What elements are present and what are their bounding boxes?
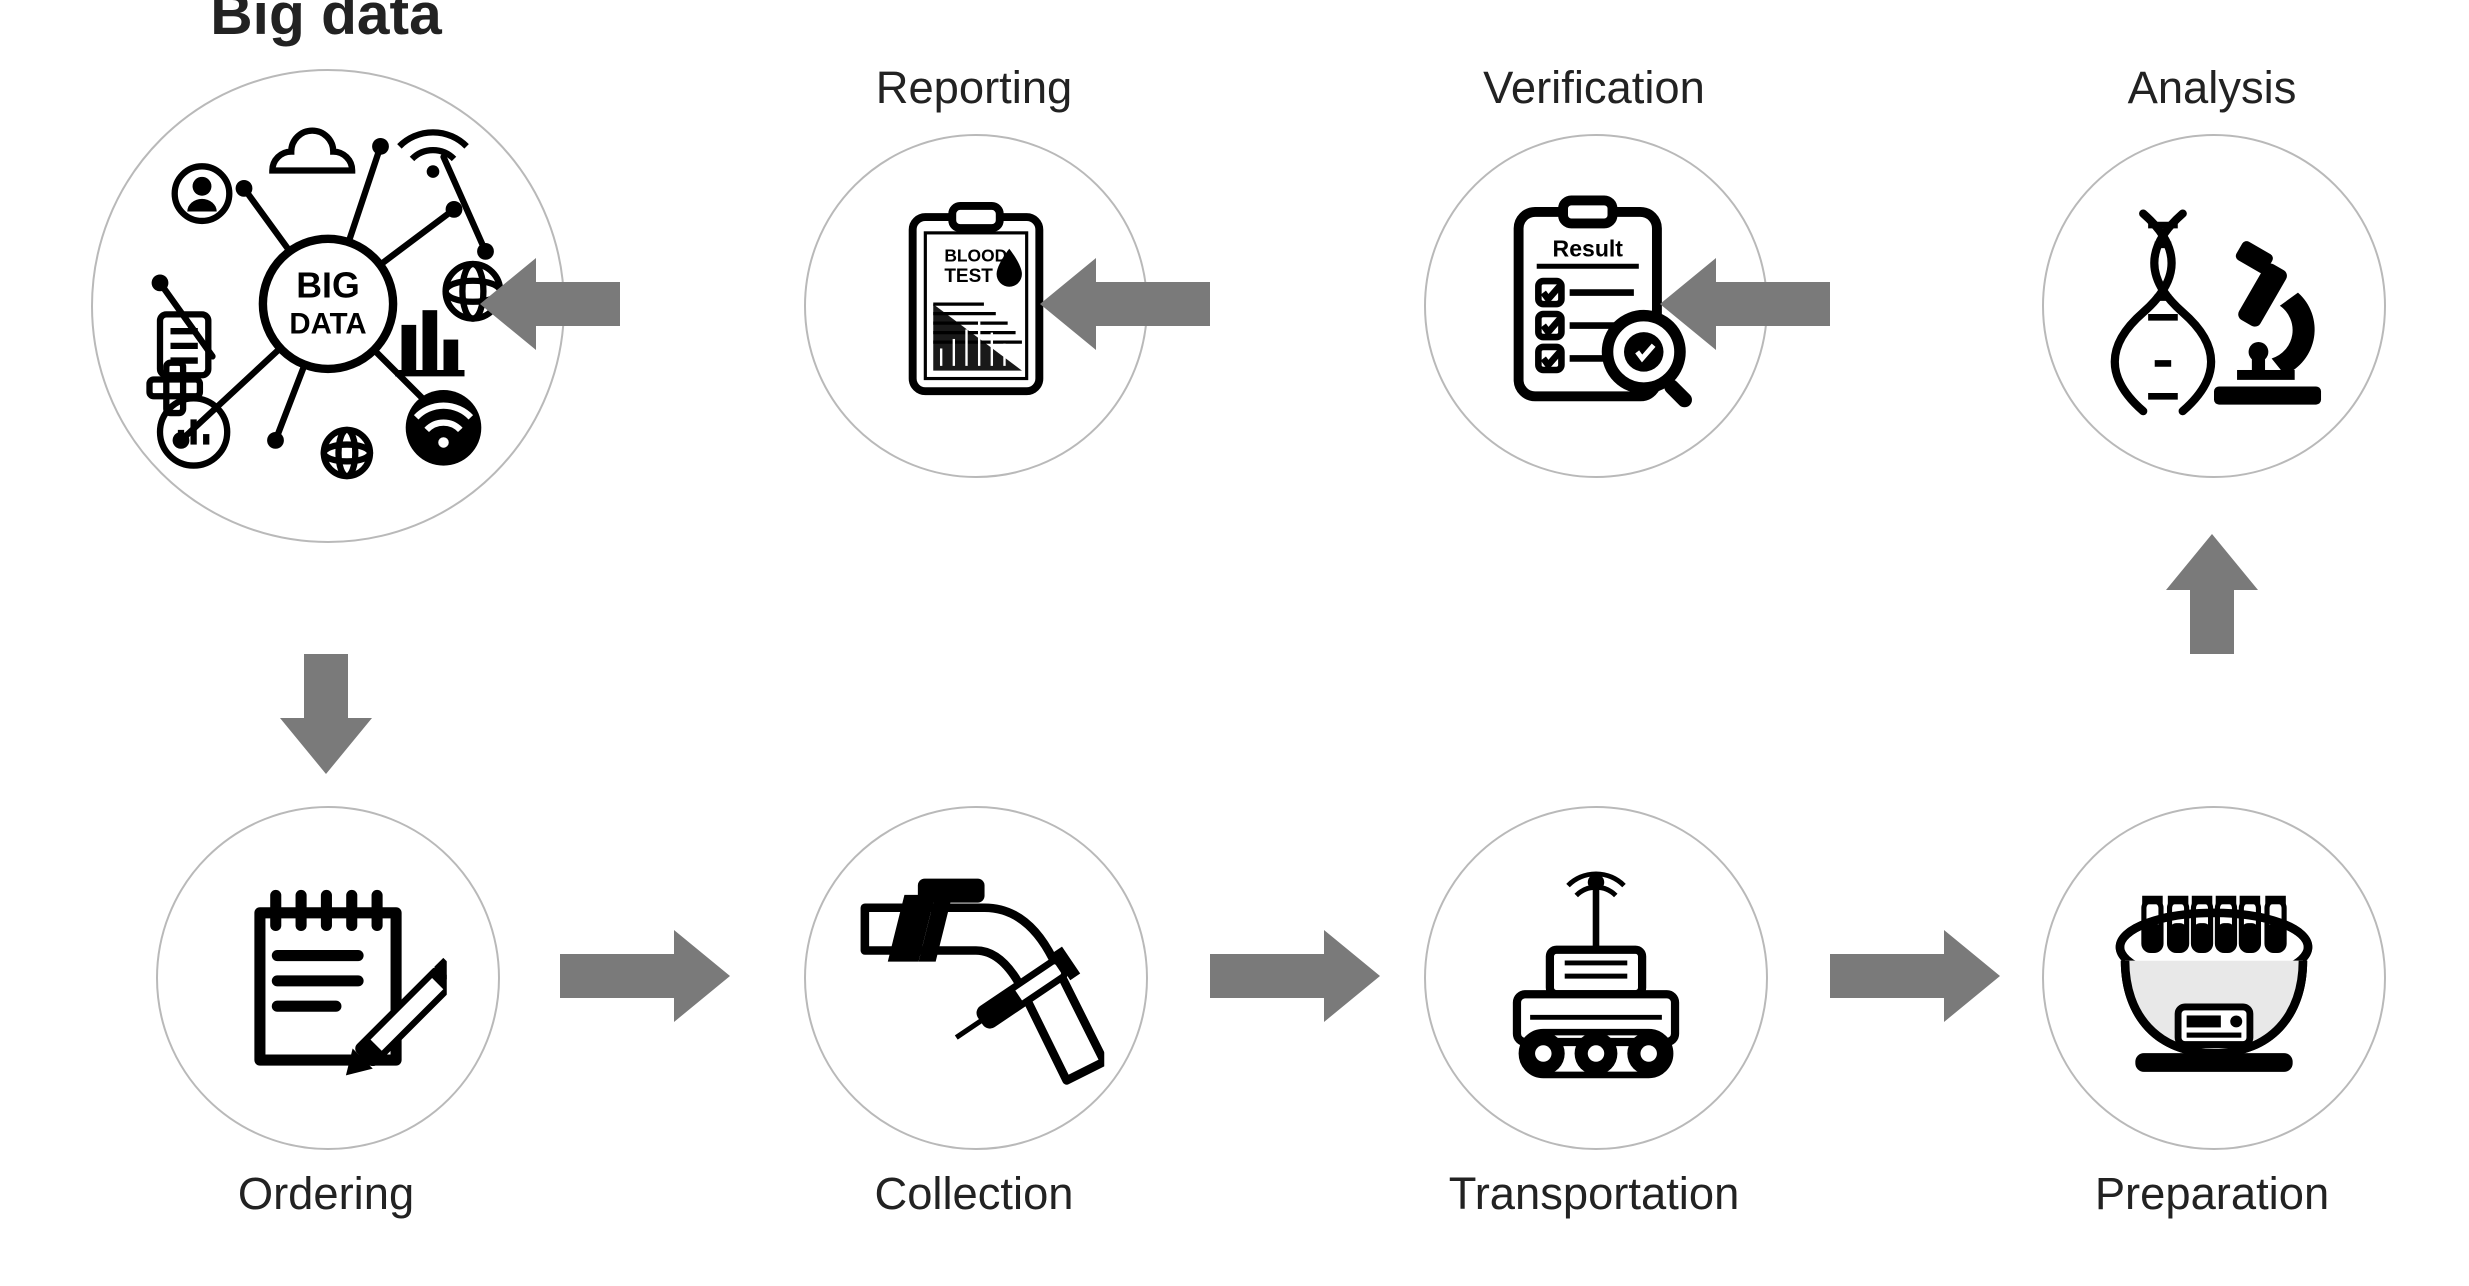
arrow-ordering-to-collection (386, 802, 734, 1150)
arrow-verification-to-reporting (1036, 130, 1384, 478)
arrow-collection-to-transportation (1036, 802, 1384, 1150)
node-analysis (2042, 134, 2386, 478)
bigdata-icon: BIG DATA (118, 93, 538, 518)
label-verification: Verification (1394, 62, 1794, 114)
svg-text:DATA: DATA (289, 307, 366, 340)
diagram-stage: BIG DATA Big data BLOOD TEST Reporting R… (0, 0, 2469, 1286)
arrow-bigdata-to-ordering (202, 530, 450, 778)
svg-text:TEST: TEST (944, 265, 993, 286)
arrow-analysis-to-verification (1656, 130, 2004, 478)
arrow-reporting-to-bigdata (476, 160, 764, 448)
label-reporting: Reporting (774, 62, 1174, 114)
label-bigdata: Big data (126, 0, 526, 48)
svg-text:Result: Result (1553, 235, 1624, 261)
label-ordering: Ordering (126, 1168, 526, 1220)
node-preparation (2042, 806, 2386, 1150)
arrow-transportation-to-preparation (1656, 802, 2004, 1150)
arrow-preparation-to-analysis (2088, 530, 2336, 778)
svg-text:BIG: BIG (296, 265, 359, 305)
label-analysis: Analysis (2012, 62, 2412, 114)
label-collection: Collection (774, 1168, 1174, 1220)
analysis-icon (2091, 180, 2338, 432)
svg-text:BLOOD: BLOOD (944, 245, 1007, 265)
preparation-icon (2086, 847, 2343, 1108)
label-transportation: Transportation (1394, 1168, 1794, 1220)
label-preparation: Preparation (2012, 1168, 2412, 1220)
